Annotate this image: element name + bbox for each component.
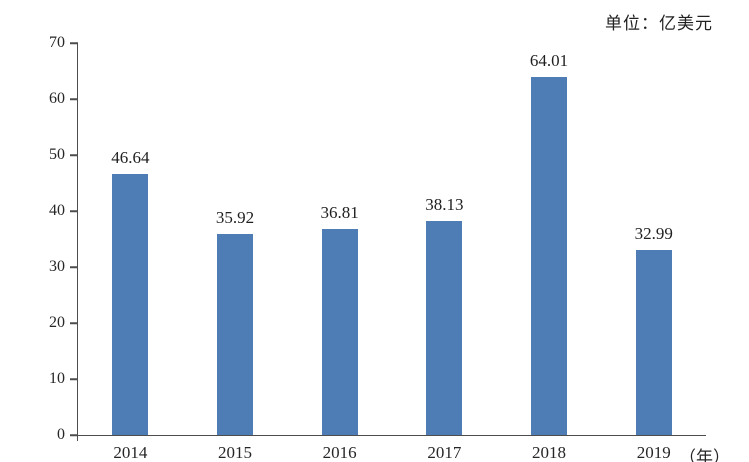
x-tick-label-2017: 2017	[427, 443, 462, 462]
bar-2017	[426, 221, 463, 435]
bar-slot-2015: 35.92	[183, 43, 288, 435]
unit-label: 单位：亿美元	[605, 14, 713, 33]
bar-2015	[217, 233, 253, 435]
y-tick-mark-20	[70, 322, 78, 324]
y-tick-label-50: 50	[49, 146, 65, 163]
plot-area: 46.64 35.92 36.81 38.13 64.01 32.99 2014 2015 2…	[49, 34, 730, 462]
bar-value-label-2017: 38.13	[425, 195, 464, 215]
bar-slot-2018: 64.01	[497, 43, 602, 435]
bar-slot-2016: 36.81	[287, 43, 392, 435]
y-tick-label-30: 30	[49, 258, 65, 275]
bar-2019	[635, 250, 672, 435]
y-tick-label-20: 20	[49, 314, 65, 331]
y-tick-mark-30	[70, 266, 78, 268]
y-tick-mark-60	[70, 98, 78, 100]
bar-value-label-2019: 32.99	[634, 224, 673, 244]
x-tick-label-2015: 2015	[218, 443, 252, 462]
bar-slot-2017: 38.13	[392, 43, 497, 435]
bar-2016	[321, 228, 358, 435]
bar-2014	[112, 173, 149, 435]
bar-value-label-2018: 64.01	[529, 50, 569, 70]
y-tick-label-0: 0	[57, 426, 65, 443]
x-axis-labels: 2014 2015 2016 2017 2018 2019	[78, 443, 706, 462]
y-tick-label-40: 40	[49, 202, 65, 219]
y-tick-mark-10	[70, 378, 78, 380]
y-tick-label-60: 60	[49, 90, 65, 107]
y-tick-mark-70	[70, 42, 78, 44]
bar-2018	[531, 76, 568, 435]
x-axis-unit-label: （年）	[679, 448, 730, 462]
y-tick-mark-50	[70, 154, 78, 156]
x-tick-label-2014: 2014	[113, 443, 148, 462]
y-tick-mark-40	[70, 210, 78, 212]
y-tick-mark-0	[70, 434, 78, 436]
bar-slot-2019: 32.99	[601, 43, 706, 435]
x-tick-label-2018: 2018	[532, 443, 567, 462]
bar-value-label-2015: 35.92	[215, 207, 255, 227]
origin-tick	[76, 435, 78, 441]
bars-row: 46.64 35.92 36.81 38.13 64.01 32.99	[78, 43, 706, 435]
y-tick-label-10: 10	[49, 370, 65, 387]
x-tick-label-2016: 2016	[322, 443, 357, 462]
bar-value-label-2014: 46.64	[111, 147, 150, 167]
x-tick-label-2019: 2019	[636, 443, 671, 462]
bar-value-label-2016: 36.81	[320, 202, 359, 222]
y-tick-label-70: 70	[49, 34, 65, 51]
bar-slot-2014: 46.64	[78, 43, 183, 435]
